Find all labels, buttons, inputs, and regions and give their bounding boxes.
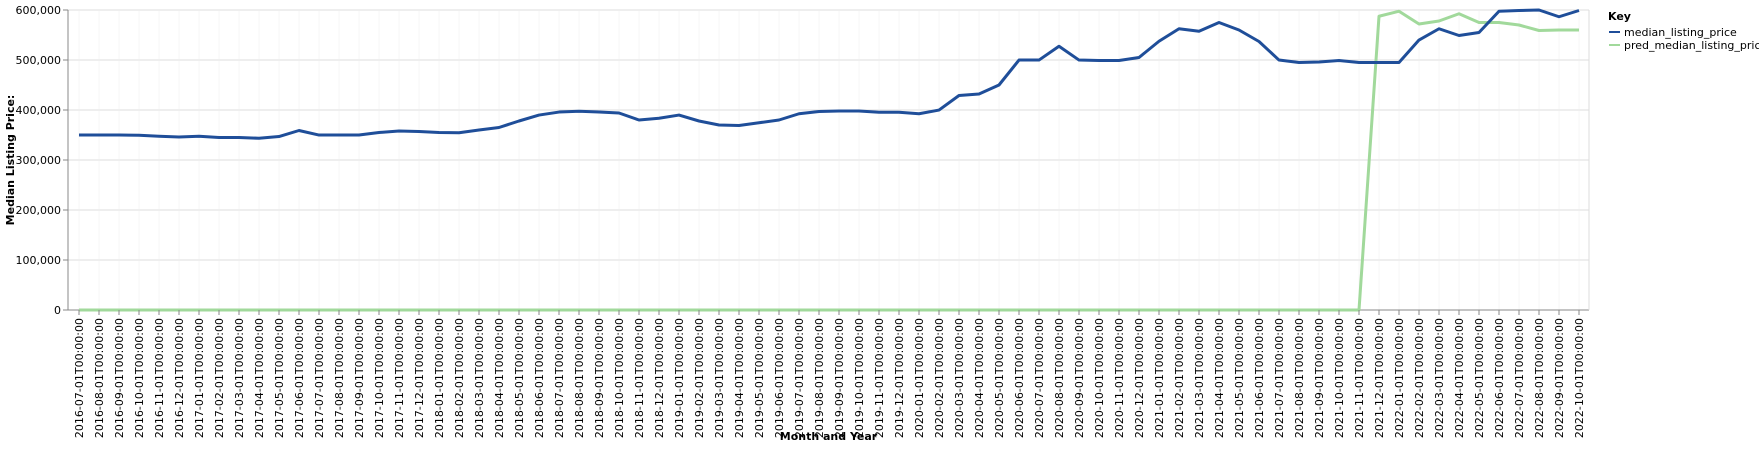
x-tick-label: 2019-02-01T00:00:00 <box>693 318 706 438</box>
x-tick-label: 2018-10-01T00:00:00 <box>613 318 626 438</box>
x-tick-label: 2022-08-01T00:00:00 <box>1533 318 1546 438</box>
x-tick-label: 2018-08-01T00:00:00 <box>573 318 586 438</box>
y-tick-label: 400,000 <box>16 104 62 117</box>
x-tick-label: 2021-01-01T00:00:00 <box>1153 318 1166 438</box>
x-tick-label: 2017-11-01T00:00:00 <box>393 318 406 438</box>
x-tick-label: 2021-10-01T00:00:00 <box>1333 318 1346 438</box>
x-tick-label: 2016-08-01T00:00:00 <box>93 318 106 438</box>
y-axis-title: Median Listing Price: <box>4 95 17 226</box>
x-tick-label: 2020-12-01T00:00:00 <box>1133 318 1146 438</box>
x-tick-label: 2018-03-01T00:00:00 <box>473 318 486 438</box>
y-tick-label: 600,000 <box>16 4 62 17</box>
x-tick-label: 2017-08-01T00:00:00 <box>333 318 346 438</box>
series-lines <box>79 8 1580 312</box>
x-tick-label: 2017-05-01T00:00:00 <box>273 318 286 438</box>
x-tick-label: 2021-02-01T00:00:00 <box>1173 318 1186 438</box>
x-tick-label: 2020-07-01T00:00:00 <box>1033 318 1046 438</box>
x-tick-label: 2020-06-01T00:00:00 <box>1013 318 1026 438</box>
gridlines <box>68 9 1589 311</box>
x-tick-label: 2020-01-01T00:00:00 <box>913 318 926 438</box>
x-tick-label: 2019-03-01T00:00:00 <box>713 318 726 438</box>
x-tick-label: 2016-07-01T00:00:00 <box>73 318 86 438</box>
x-tick-label: 2019-10-01T00:00:00 <box>853 318 866 438</box>
x-tick-label: 2018-05-01T00:00:00 <box>513 318 526 438</box>
x-tick-label: 2020-04-01T00:00:00 <box>973 318 986 438</box>
x-tick-label: 2022-07-01T00:00:00 <box>1513 318 1526 438</box>
x-tick-label: 2021-04-01T00:00:00 <box>1213 318 1226 438</box>
x-tick-label: 2017-04-01T00:00:00 <box>253 318 266 438</box>
x-tick-label: 2022-03-01T00:00:00 <box>1433 318 1446 438</box>
x-tick-label: 2017-10-01T00:00:00 <box>373 318 386 438</box>
x-axis-title: Month and Year <box>780 430 878 443</box>
x-tick-label: 2020-08-01T00:00:00 <box>1053 318 1066 438</box>
x-tick-label: 2017-12-01T00:00:00 <box>413 318 426 438</box>
x-tick-label: 2019-06-01T00:00:00 <box>773 318 786 438</box>
x-tick-label: 2021-12-01T00:00:00 <box>1373 318 1386 438</box>
x-tick-label: 2019-09-01T00:00:00 <box>833 318 846 438</box>
series-line-median_listing_price <box>79 8 1580 140</box>
x-tick-label: 2019-12-01T00:00:00 <box>893 318 906 438</box>
y-tick-label: 0 <box>54 304 61 317</box>
x-tick-label: 2022-01-01T00:00:00 <box>1393 318 1406 438</box>
x-tick-label: 2021-03-01T00:00:00 <box>1193 318 1206 438</box>
x-tick-label: 2020-02-01T00:00:00 <box>933 318 946 438</box>
x-tick-label: 2019-07-01T00:00:00 <box>793 318 806 438</box>
x-tick-label: 2022-05-01T00:00:00 <box>1473 318 1486 438</box>
legend-items: median_listing_pricepred_median_listing_… <box>1609 26 1759 52</box>
x-tick-label: 2019-05-01T00:00:00 <box>753 318 766 438</box>
y-tick-label: 100,000 <box>16 254 62 267</box>
x-tick-label: 2018-07-01T00:00:00 <box>553 318 566 438</box>
x-axis-ticks: 2016-07-01T00:00:00 2016-08-01T00:00:00 20… <box>73 310 1586 438</box>
x-tick-label: 2021-05-01T00:00:00 <box>1233 318 1246 438</box>
x-tick-label: 2022-06-01T00:00:00 <box>1493 318 1506 438</box>
x-tick-label: 2022-10-01T00:00:00 <box>1573 318 1586 438</box>
x-tick-label: 2021-09-01T00:00:00 <box>1313 318 1326 438</box>
x-tick-label: 2020-03-01T00:00:00 <box>953 318 966 438</box>
legend-title: Key <box>1608 10 1631 23</box>
x-tick-label: 2020-05-01T00:00:00 <box>993 318 1006 438</box>
x-tick-label: 2020-11-01T00:00:00 <box>1113 318 1126 438</box>
x-tick-label: 2021-08-01T00:00:00 <box>1293 318 1306 438</box>
y-tick-label: 500,000 <box>16 54 62 67</box>
x-tick-label: 2018-04-01T00:00:00 <box>493 318 506 438</box>
x-tick-label: 2019-04-01T00:00:00 <box>733 318 746 438</box>
x-tick-label: 2016-12-01T00:00:00 <box>173 318 186 438</box>
legend-label: median_listing_price <box>1624 26 1737 39</box>
x-tick-label: 2017-01-01T00:00:00 <box>193 318 206 438</box>
x-tick-label: 2021-07-01T00:00:00 <box>1273 318 1286 438</box>
legend: Key median_listing_pricepred_median_list… <box>1608 10 1759 52</box>
x-tick-label: 2017-02-01T00:00:00 <box>213 318 226 438</box>
series-line-pred_median_listing_price <box>79 9 1579 312</box>
x-tick-label: 2019-08-01T00:00:00 <box>813 318 826 438</box>
y-axis-ticks: 0 100,000 200,000 300,000 400,000 500,000 600,… <box>16 4 68 317</box>
x-tick-label: 2019-11-01T00:00:00 <box>873 318 886 438</box>
x-tick-label: 2016-10-01T00:00:00 <box>133 318 146 438</box>
y-tick-label: 300,000 <box>16 154 62 167</box>
x-tick-label: 2018-06-01T00:00:00 <box>533 318 546 438</box>
x-tick-label: 2021-06-01T00:00:00 <box>1253 318 1266 438</box>
x-tick-label: 2017-07-01T00:00:00 <box>313 318 326 438</box>
legend-label: pred_median_listing_price <box>1624 39 1759 52</box>
x-tick-label: 2018-01-01T00:00:00 <box>433 318 446 438</box>
x-tick-label: 2017-06-01T00:00:00 <box>293 318 306 438</box>
x-tick-label: 2017-09-01T00:00:00 <box>353 318 366 438</box>
x-tick-label: 2016-09-01T00:00:00 <box>113 318 126 438</box>
x-tick-label: 2022-09-01T00:00:00 <box>1553 318 1566 438</box>
x-tick-label: 2018-02-01T00:00:00 <box>453 318 466 438</box>
x-tick-label: 2018-12-01T00:00:00 <box>653 318 666 438</box>
x-tick-label: 2018-11-01T00:00:00 <box>633 318 646 438</box>
x-tick-label: 2020-09-01T00:00:00 <box>1073 318 1086 438</box>
x-tick-label: 2018-09-01T00:00:00 <box>593 318 606 438</box>
y-tick-label: 200,000 <box>16 204 62 217</box>
x-tick-label: 2017-03-01T00:00:00 <box>233 318 246 438</box>
x-tick-label: 2022-02-01T00:00:00 <box>1413 318 1426 438</box>
x-tick-label: 2016-11-01T00:00:00 <box>153 318 166 438</box>
x-tick-label: 2020-10-01T00:00:00 <box>1093 318 1106 438</box>
x-tick-label: 2021-11-01T00:00:00 <box>1353 318 1366 438</box>
x-tick-label: 2022-04-01T00:00:00 <box>1453 318 1466 438</box>
x-tick-label: 2019-01-01T00:00:00 <box>673 318 686 438</box>
